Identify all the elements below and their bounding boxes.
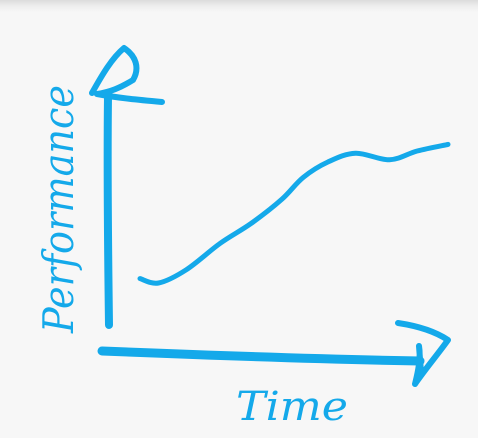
x-axis-arrowhead (395, 320, 451, 387)
y-axis (89, 45, 165, 329)
y-axis-arrowhead (89, 45, 165, 105)
performance-curve (137, 141, 451, 286)
x-axis-line (97, 346, 425, 366)
x-axis (97, 320, 451, 387)
toolbar-shadow (0, 0, 478, 12)
y-axis-title: Performance (34, 85, 83, 334)
y-axis-line (103, 93, 113, 329)
x-axis-title: Time (236, 384, 348, 430)
